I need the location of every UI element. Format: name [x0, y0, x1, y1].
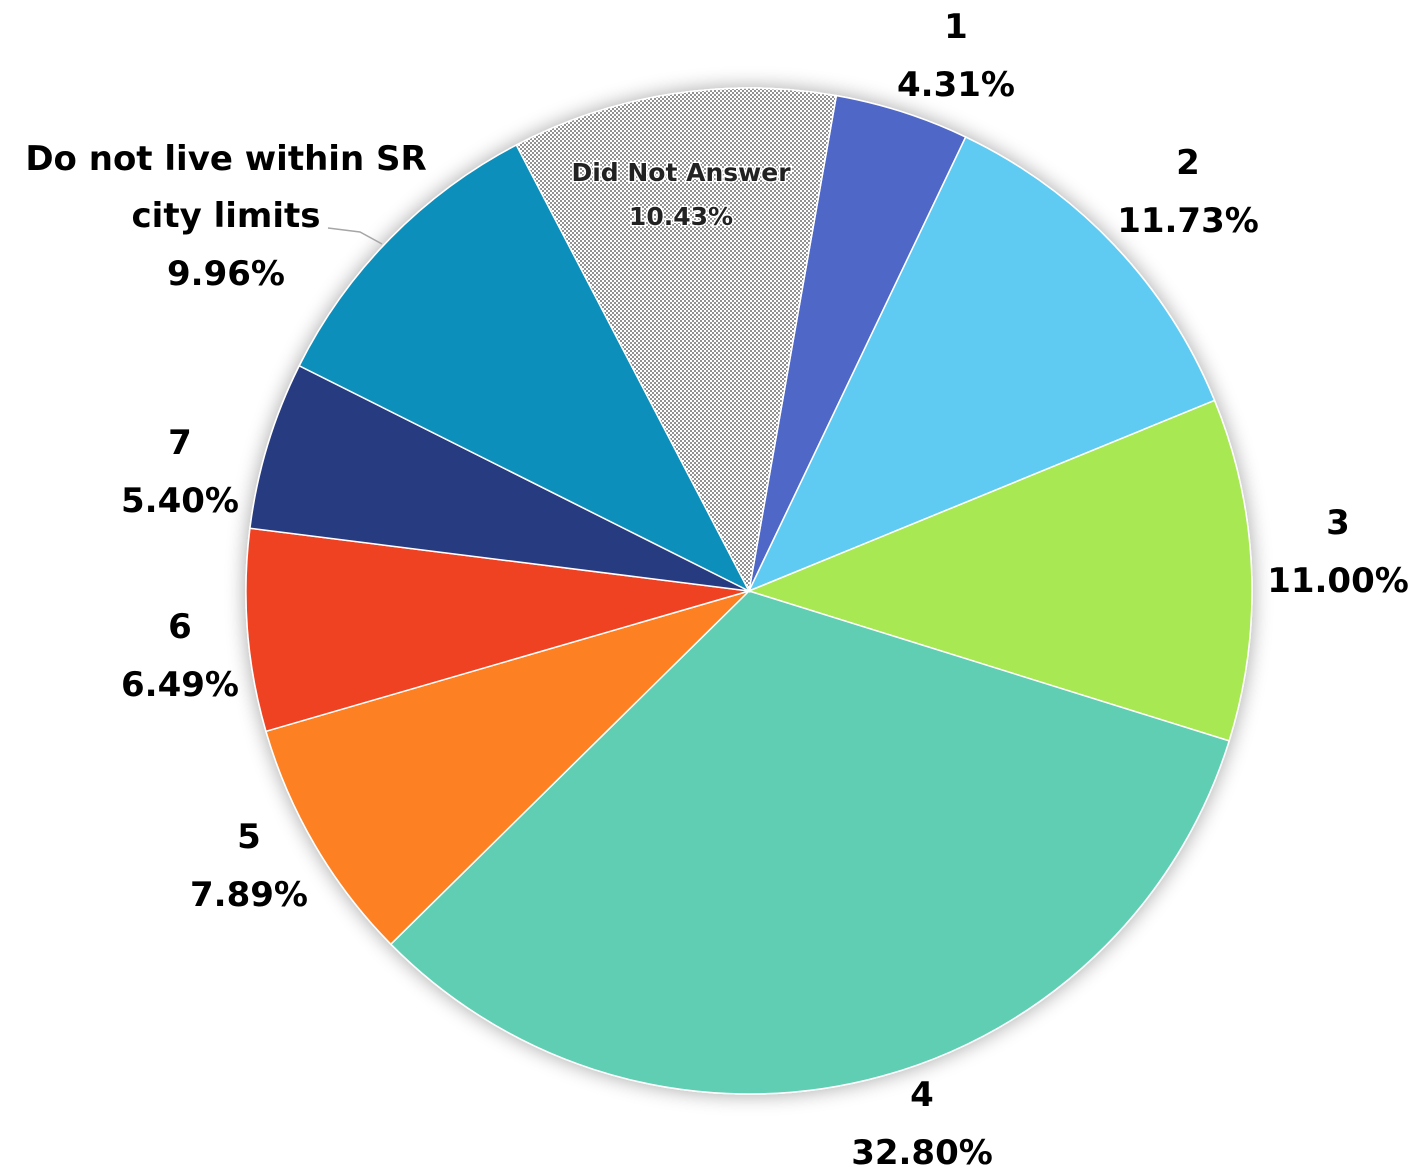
label-1-name: 1	[944, 7, 968, 47]
leader-line	[327, 227, 383, 245]
label-did-not-answer-name: Did Not Answer	[571, 158, 791, 187]
label-7-percent: 5.40%	[121, 481, 239, 521]
label-did-not-answer-percent: 10.43%	[629, 202, 733, 231]
pie-slice-4	[389, 590, 1231, 1095]
label-4-percent: 32.80%	[851, 1133, 993, 1173]
label-2-name: 2	[1176, 143, 1200, 183]
pie-slice-3	[746, 399, 1253, 742]
label-6-percent: 6.49%	[121, 665, 239, 705]
pie-slice-5	[265, 590, 750, 946]
label-5-name: 5	[237, 817, 261, 857]
label-7-name: 7	[168, 423, 192, 463]
label-1-percent: 4.31%	[897, 65, 1015, 105]
label-5-percent: 7.89%	[190, 875, 308, 915]
pie-slice-9	[515, 87, 838, 594]
pie-slice-7	[249, 364, 750, 592]
pie-slices	[245, 87, 1253, 1095]
pie-slice-2	[747, 136, 1216, 593]
pie-slice-6	[245, 527, 750, 733]
label-3-percent: 11.00%	[1267, 561, 1409, 601]
label-2-percent: 11.73%	[1117, 201, 1259, 241]
label-outside-city-name-line2: city limits	[132, 196, 321, 236]
label-4-name: 4	[910, 1075, 934, 1115]
label-outside-city-percent: 9.96%	[167, 254, 285, 294]
pie-slice-8	[298, 143, 751, 593]
label-3-name: 3	[1326, 503, 1350, 543]
label-outside-city-name-line1: Do not live within SR	[25, 139, 426, 179]
label-6-name: 6	[168, 607, 192, 647]
